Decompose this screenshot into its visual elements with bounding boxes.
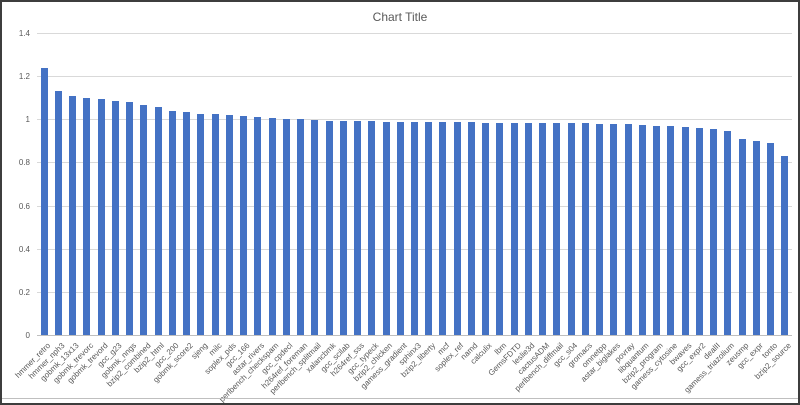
bar-namd[interactable] bbox=[467, 122, 475, 335]
bar-milc[interactable] bbox=[211, 114, 219, 335]
bar-bzip2_source[interactable] bbox=[781, 156, 789, 335]
bar-astar_rivers[interactable] bbox=[254, 116, 262, 335]
gridline bbox=[37, 33, 792, 34]
bar-gcc_expr[interactable] bbox=[752, 141, 760, 335]
y-axis-tick-label: 0.8 bbox=[18, 158, 30, 168]
y-axis-tick-label: 0.4 bbox=[18, 244, 30, 254]
bar-soplex_ref[interactable] bbox=[453, 122, 461, 335]
bar-gromacs[interactable] bbox=[581, 123, 589, 335]
y-axis-tick-label: 1.4 bbox=[18, 29, 30, 38]
bar-perlbench_checkspam[interactable] bbox=[268, 117, 276, 335]
bar-leslie3d[interactable] bbox=[524, 122, 532, 335]
bar-gobmk_nngs[interactable] bbox=[126, 102, 134, 335]
bar-gcc_scilab[interactable] bbox=[339, 121, 347, 335]
bar-libquantum[interactable] bbox=[638, 124, 646, 335]
bar-tonto[interactable] bbox=[767, 143, 775, 335]
y-axis-tick-label: 1.2 bbox=[18, 72, 30, 82]
bar-bzip2_chicken[interactable] bbox=[382, 121, 390, 335]
bar-hmmer_retro[interactable] bbox=[40, 67, 48, 335]
bar-hmmer_nph3[interactable] bbox=[54, 91, 62, 335]
bar-bzip2_html[interactable] bbox=[154, 107, 162, 335]
bar-gcc_s04[interactable] bbox=[567, 123, 575, 335]
bar-bzip2_combined[interactable] bbox=[140, 105, 148, 335]
chart-bottom-border bbox=[2, 398, 798, 399]
bar-calculix[interactable] bbox=[482, 122, 490, 335]
y-axis-tick-label: 0 bbox=[25, 331, 30, 340]
bar-gcc_expr2[interactable] bbox=[695, 127, 703, 335]
bar-GemsFDTD[interactable] bbox=[510, 122, 518, 335]
bar-gamess_triazolium[interactable] bbox=[724, 130, 732, 335]
bar-bzip2_liberty[interactable] bbox=[425, 122, 433, 335]
bar-gobmk_trevorc[interactable] bbox=[83, 97, 91, 335]
bar-omnetpp[interactable] bbox=[596, 123, 604, 335]
bar-perlbench_diffmail[interactable] bbox=[553, 122, 561, 335]
bar-astar_biglakes[interactable] bbox=[610, 123, 618, 335]
bar-gcc_g23[interactable] bbox=[111, 100, 119, 335]
bar-mcf[interactable] bbox=[439, 122, 447, 335]
gridline bbox=[37, 76, 792, 78]
bar-gamess_cytosine[interactable] bbox=[667, 126, 675, 335]
bar-dealII[interactable] bbox=[710, 129, 718, 335]
bar-h264ref_sss[interactable] bbox=[354, 121, 362, 335]
bar-bzip2_program[interactable] bbox=[653, 125, 661, 335]
bar-bwaves[interactable] bbox=[681, 127, 689, 335]
bar-povray[interactable] bbox=[624, 124, 632, 335]
bar-gcc_typeck[interactable] bbox=[368, 121, 376, 335]
bar-xalancbmk[interactable] bbox=[325, 120, 333, 335]
chart-title[interactable]: Chart Title bbox=[372, 10, 428, 24]
bar-perlbench_splitmail[interactable] bbox=[311, 119, 319, 335]
bar-sjeng[interactable] bbox=[197, 113, 205, 335]
y-axis-tick-label: 0.2 bbox=[18, 287, 30, 297]
y-axis-tick-label: 0.6 bbox=[18, 201, 30, 211]
bar-cactusADM[interactable] bbox=[539, 122, 547, 335]
gridline bbox=[37, 119, 792, 121]
y-axis-tick-label: 1 bbox=[25, 115, 30, 125]
bar-sphinx3[interactable] bbox=[411, 121, 418, 335]
bar-gobmk_13x13[interactable] bbox=[69, 95, 77, 335]
bar-gcc_cpdecl[interactable] bbox=[282, 118, 290, 335]
bar-gcc_200[interactable] bbox=[168, 110, 176, 335]
bar-gobmk_score2[interactable] bbox=[183, 112, 191, 335]
bar-gcc_166[interactable] bbox=[240, 115, 248, 335]
bar-zeusmp[interactable] bbox=[738, 138, 746, 335]
bar-h264ref_foreman[interactable] bbox=[297, 119, 305, 335]
x-axis-line bbox=[37, 335, 792, 336]
bar-gobmk_trevord[interactable] bbox=[97, 98, 105, 335]
bar-soplex_pds[interactable] bbox=[225, 114, 233, 335]
bar-lbm[interactable] bbox=[496, 122, 504, 335]
bar-gamess_gradient[interactable] bbox=[396, 121, 404, 335]
